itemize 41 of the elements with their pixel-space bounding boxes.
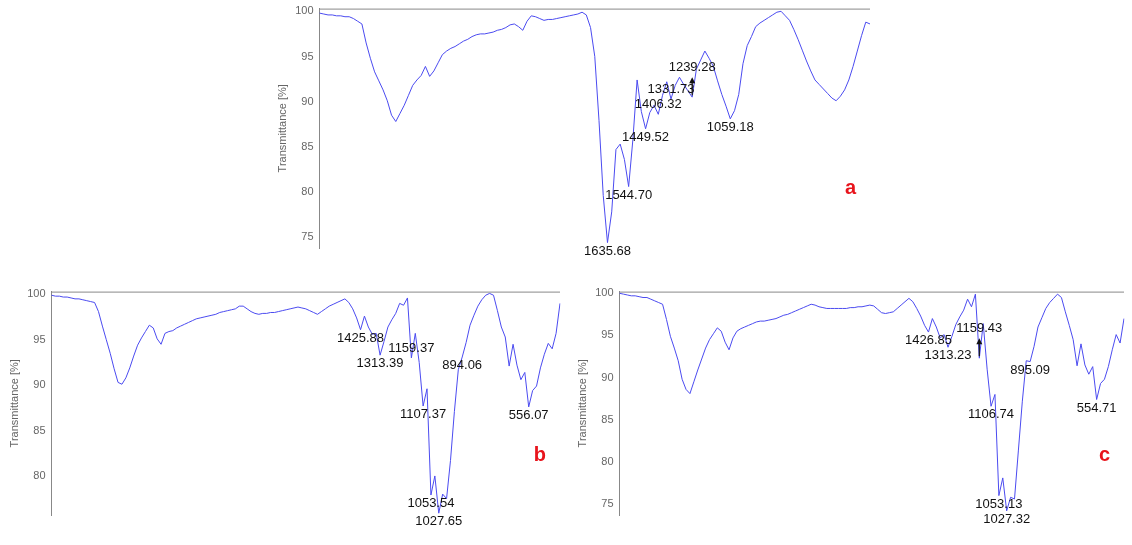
y-tick-label: 100 (27, 287, 46, 300)
annotation: 1106.74 (968, 406, 1015, 422)
annotation: 894.06 (442, 357, 483, 373)
y-tick-label: 95 (301, 49, 314, 62)
annotation: a (844, 175, 857, 198)
y-tick-label: 80 (33, 468, 46, 481)
y-tick-label: 90 (301, 94, 314, 107)
y-axis-title: Transmittance [%] (275, 84, 288, 173)
annotation: 556.07 (508, 407, 549, 423)
y-tick-label: 95 (601, 328, 614, 341)
annotation: 1107.37 (400, 406, 447, 422)
y-tick-label: 75 (301, 230, 314, 243)
annotation: 1449.52 (622, 128, 670, 144)
y-tick-label: 75 (601, 497, 614, 510)
annotation: b (533, 442, 546, 465)
annotation: 1059.18 (706, 118, 754, 134)
y-tick-label: 100 (595, 286, 614, 299)
annotation: 1425.88 (337, 329, 385, 345)
annotation: 554.71 (1076, 399, 1117, 415)
y-tick-label: 80 (301, 185, 314, 198)
y-tick-label: 90 (33, 378, 46, 391)
y-tick-label: 80 (601, 454, 614, 467)
annotation: 1053.13 (975, 495, 1023, 511)
y-tick-label: 85 (33, 423, 46, 436)
annotation: 1544.70 (605, 186, 653, 202)
y-tick-label: 85 (601, 412, 614, 425)
annotation: 1027.65 (415, 513, 463, 529)
annotation: 1313.23 (924, 347, 972, 363)
annotation: 1635.68 (583, 242, 631, 258)
y-tick-label: 85 (301, 139, 314, 152)
y-tick-label: 90 (601, 370, 614, 383)
annotation: 1313.39 (356, 355, 404, 371)
annotation: c (1098, 442, 1110, 465)
y-tick-label: 95 (33, 332, 46, 345)
annotation: 1053.54 (407, 495, 455, 511)
y-axis-title: Transmittance [%] (7, 359, 20, 448)
annotation: 1239.28 (668, 59, 716, 75)
y-tick-label: 100 (295, 4, 314, 17)
y-axis-title: Transmittance [%] (575, 359, 588, 448)
annotation: 1027.32 (983, 510, 1031, 526)
annotation: 895.09 (1010, 361, 1051, 377)
